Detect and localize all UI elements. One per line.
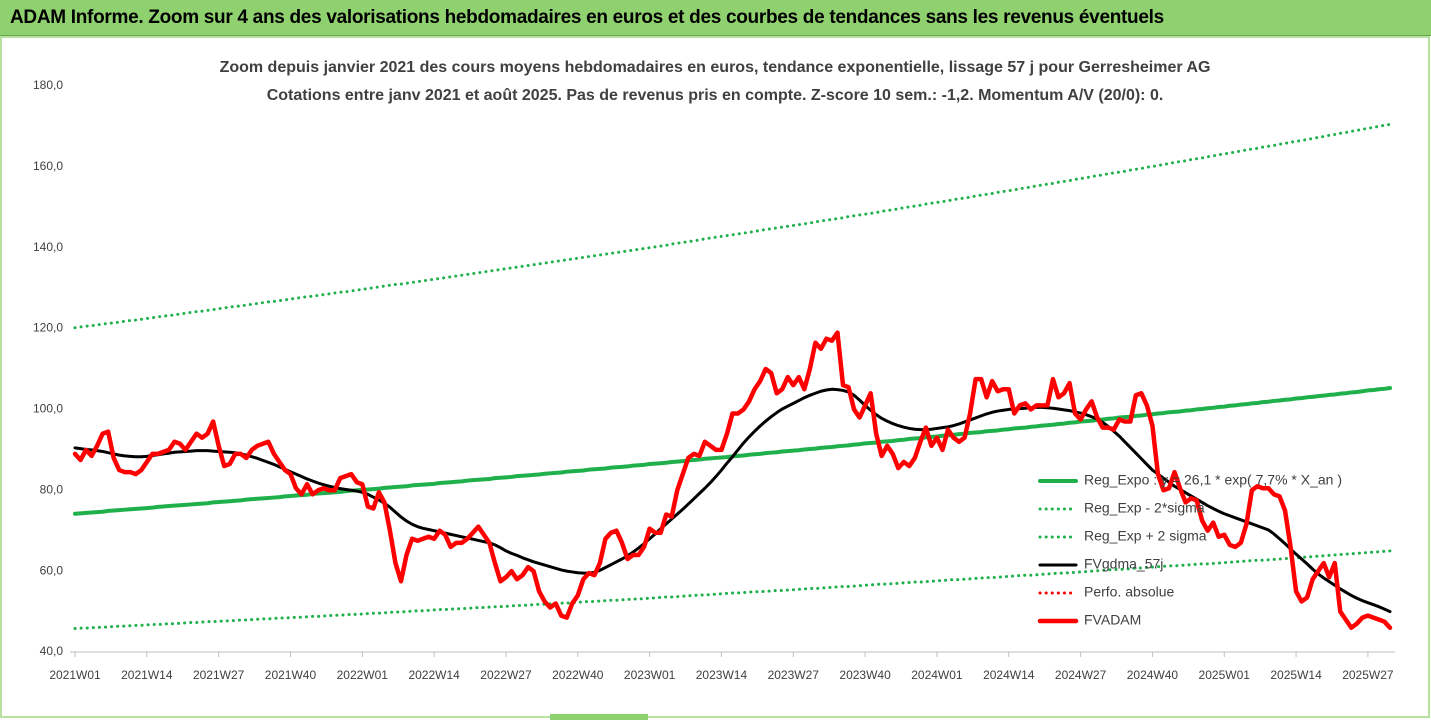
y-tick-label: 120,0 <box>33 321 63 335</box>
x-tick-label: 2021W01 <box>49 668 101 682</box>
y-tick-label: 60,0 <box>40 563 64 577</box>
x-tick-label: 2023W27 <box>768 668 820 682</box>
x-tick-label: 2022W14 <box>408 668 460 682</box>
y-tick-label: 100,0 <box>33 402 63 416</box>
x-tick-label: 2023W14 <box>696 668 748 682</box>
x-tick-label: 2024W40 <box>1127 668 1179 682</box>
chart-subtitle: Cotations entre janv 2021 et août 2025. … <box>267 87 1164 104</box>
x-tick-label: 2023W01 <box>624 668 676 682</box>
x-tick-label: 2021W27 <box>193 668 245 682</box>
x-tick-label: 2021W40 <box>265 668 317 682</box>
series-line <box>73 122 1392 330</box>
x-tick-label: 2025W14 <box>1270 668 1322 682</box>
header: ADAM Informe. Zoom sur 4 ans des valoris… <box>0 0 1431 36</box>
legend-label: Reg_Exp - 2*sigma <box>1084 500 1205 516</box>
x-tick-label: 2024W01 <box>911 668 963 682</box>
x-tick-label: 2024W27 <box>1055 668 1107 682</box>
x-tick-label: 2022W01 <box>337 668 389 682</box>
x-tick-label: 2025W01 <box>1199 668 1251 682</box>
x-tick-label: 2022W40 <box>552 668 604 682</box>
x-tick-label: 2021W14 <box>121 668 173 682</box>
x-tick-label: 2022W27 <box>480 668 532 682</box>
header-title: ADAM Informe. Zoom sur 4 ans des valoris… <box>10 7 1164 28</box>
legend-label: Perfo. absolue <box>1084 584 1174 600</box>
legend-label: FVgdma_57j <box>1084 556 1163 572</box>
tab-strip <box>550 714 648 720</box>
y-tick-label: 40,0 <box>40 644 64 658</box>
series-line <box>73 549 1392 631</box>
legend-label: FVADAM <box>1084 612 1141 628</box>
y-tick-label: 80,0 <box>40 482 64 496</box>
chart: Zoom depuis janvier 2021 des cours moyen… <box>0 36 1430 720</box>
y-tick-label: 180,0 <box>33 78 63 92</box>
chart-title: Zoom depuis janvier 2021 des cours moyen… <box>220 59 1211 76</box>
series-line <box>72 330 1393 630</box>
x-tick-label: 2024W14 <box>983 668 1035 682</box>
y-tick-label: 140,0 <box>33 240 63 254</box>
y-tick-label: 160,0 <box>33 159 63 173</box>
chart-frame <box>0 36 1430 718</box>
legend-label: Reg_Exp + 2 sigma <box>1084 528 1207 544</box>
x-tick-label: 2025W27 <box>1342 668 1394 682</box>
legend-label: Reg_Expo : y = 26,1 * exp( 7,7% * X_an ) <box>1084 472 1342 488</box>
x-tick-label: 2023W40 <box>839 668 891 682</box>
